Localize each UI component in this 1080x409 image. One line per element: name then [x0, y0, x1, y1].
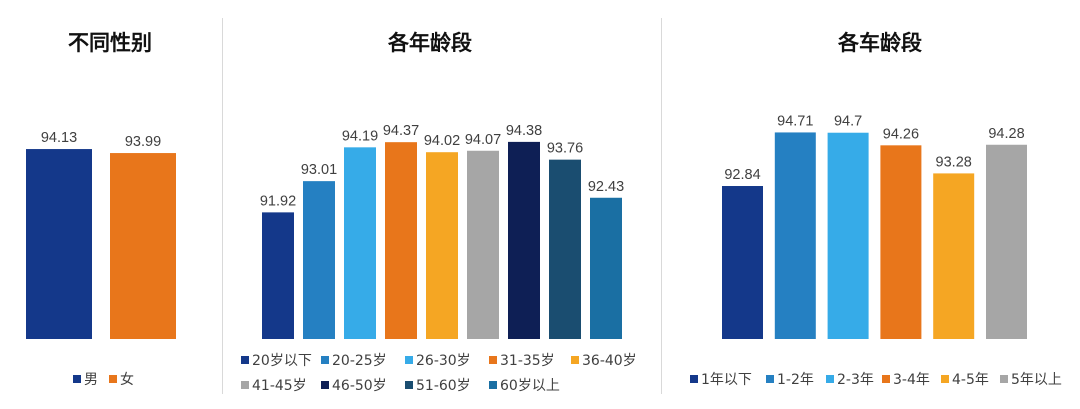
value-label-1-1: 93.01	[301, 162, 337, 178]
bar-0-1	[110, 153, 176, 339]
legend-label-2-5: 5年以上	[1011, 372, 1062, 388]
bar-1-3	[385, 142, 417, 339]
legend-item-1-1: 20-25岁	[321, 350, 387, 370]
value-label-1-7: 93.76	[547, 141, 583, 157]
legend-swatch-1-2	[405, 356, 413, 364]
legend-item-2-3: 3-4年	[882, 369, 930, 389]
legend-label-1-2: 26-30岁	[416, 353, 471, 369]
legend-item-2-4: 4-5年	[941, 369, 989, 389]
bar-2-1	[774, 132, 816, 339]
bar-2-2	[827, 132, 869, 339]
legend-item-2-2: 2-3年	[826, 369, 874, 389]
value-label-1-6: 94.38	[506, 123, 542, 139]
legend-swatch-1-1	[321, 356, 329, 364]
divider-left	[222, 18, 223, 394]
bar-1-1	[303, 181, 335, 339]
value-label-2-2: 94.7	[834, 114, 862, 130]
legend-swatch-1-4	[571, 356, 579, 364]
legend-label-1-1: 20-25岁	[332, 353, 387, 369]
age-chart-title: 各年龄段	[388, 31, 472, 55]
legend-swatch-2-4	[941, 375, 949, 383]
bar-0-0	[26, 149, 92, 339]
legend-swatch-2-0	[690, 375, 698, 383]
value-label-0-1: 93.99	[125, 134, 161, 150]
gender-chart-title: 不同性别	[68, 31, 152, 55]
bar-2-3	[880, 145, 922, 339]
value-label-2-1: 94.71	[777, 113, 813, 129]
legend-item-1-5: 41-45岁	[241, 375, 307, 395]
legend-label-2-2: 2-3年	[837, 372, 874, 388]
value-label-2-0: 92.84	[724, 167, 760, 183]
legend-item-2-5: 5年以上	[1000, 369, 1062, 389]
legend-item-1-3: 31-35岁	[489, 350, 555, 370]
legend-item-0-0: 男	[73, 369, 98, 389]
legend-label-2-3: 3-4年	[893, 372, 930, 388]
legend-label-0-0: 男	[84, 372, 98, 388]
legend-swatch-2-5	[1000, 375, 1008, 383]
legend-item-1-4: 36-40岁	[571, 350, 637, 370]
bar-1-2	[344, 147, 376, 339]
value-label-1-8: 92.43	[588, 179, 624, 195]
legend-item-1-8: 60岁以上	[489, 375, 560, 395]
legend-item-0-1: 女	[109, 369, 134, 389]
bar-2-5	[986, 144, 1027, 339]
car-age-chart-title: 各车龄段	[838, 31, 922, 55]
value-label-1-5: 94.07	[465, 132, 501, 148]
bar-1-6	[508, 141, 540, 339]
legend-label-1-4: 36-40岁	[582, 353, 637, 369]
legend-item-1-0: 20岁以下	[241, 350, 312, 370]
value-label-1-0: 91.92	[260, 193, 296, 209]
legend-label-1-0: 20岁以下	[252, 353, 312, 369]
value-label-1-4: 94.02	[424, 133, 460, 149]
legend-label-0-1: 女	[120, 372, 134, 388]
legend-swatch-1-0	[241, 356, 249, 364]
legend-swatch-0-0	[73, 375, 81, 383]
legend-label-2-4: 4-5年	[952, 372, 989, 388]
bar-2-4	[933, 173, 975, 339]
bar-1-4	[426, 152, 458, 339]
value-label-2-5: 94.28	[988, 126, 1024, 142]
legend-label-1-5: 41-45岁	[252, 378, 307, 394]
legend-swatch-2-3	[882, 375, 890, 383]
legend-swatch-1-3	[489, 356, 497, 364]
legend-item-1-6: 46-50岁	[321, 375, 387, 395]
legend-label-2-1: 1-2年	[777, 372, 814, 388]
bar-1-8	[590, 197, 622, 339]
value-label-2-3: 94.26	[883, 126, 919, 142]
legend-swatch-0-1	[109, 375, 117, 383]
value-label-2-4: 93.28	[936, 154, 972, 170]
legend-item-2-0: 1年以下	[690, 369, 752, 389]
legend-label-1-3: 31-35岁	[500, 353, 555, 369]
legend-swatch-2-2	[826, 375, 834, 383]
bar-1-5	[467, 150, 499, 339]
value-label-1-3: 94.37	[383, 123, 419, 139]
legend-swatch-1-6	[321, 381, 329, 389]
legend-item-2-1: 1-2年	[766, 369, 814, 389]
legend-label-2-0: 1年以下	[701, 372, 752, 388]
legend-swatch-2-1	[766, 375, 774, 383]
bar-2-0	[722, 186, 763, 339]
value-label-1-2: 94.19	[342, 128, 378, 144]
bar-1-7	[549, 159, 581, 339]
legend-label-1-6: 46-50岁	[332, 378, 387, 394]
legend-swatch-1-8	[489, 381, 497, 389]
divider-right	[661, 18, 662, 394]
legend-label-1-8: 60岁以上	[500, 378, 560, 394]
legend-swatch-1-7	[405, 381, 413, 389]
legend-swatch-1-5	[241, 381, 249, 389]
legend-item-1-2: 26-30岁	[405, 350, 471, 370]
value-label-0-0: 94.13	[41, 130, 77, 146]
legend-label-1-7: 51-60岁	[416, 378, 471, 394]
legend-item-1-7: 51-60岁	[405, 375, 471, 395]
bar-1-0	[262, 212, 294, 339]
